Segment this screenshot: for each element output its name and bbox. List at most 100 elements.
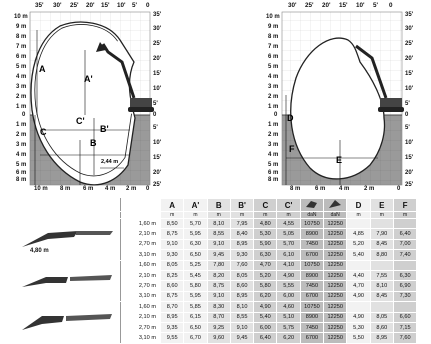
bucket-force-icon (299, 198, 325, 212)
arm-length: 3,10 m (120, 290, 161, 303)
right-reach-diagram: D F E (281, 11, 404, 186)
table-cell: 5,45 (183, 269, 208, 282)
table-cell: 6,30 (183, 238, 208, 251)
table-cell: 5,50 (346, 332, 371, 344)
performance-table: A A' B B' C C' D E F m m m m m m daN daN… (14, 198, 418, 344)
table-cell: 12250 (323, 259, 348, 271)
table-cell: 8900 (299, 228, 325, 240)
arm-length: 1,60 m (120, 301, 161, 313)
table-cell: 7450 (299, 238, 325, 251)
boom-configuration: 4,80 m (14, 218, 121, 261)
svg-text:4,80 m: 4,80 m (30, 248, 49, 253)
table-cell: 6,00 (253, 321, 278, 334)
arm-length: 2,70 m (120, 321, 161, 334)
table-cell: 7,60 (229, 259, 255, 271)
arm-length: 1,60 m (120, 217, 161, 230)
table-cell: 5,90 (253, 238, 278, 251)
table-row: 1,60 m 8,05 5,25 7,80 7,60 4,70 4,10 10750 12250 (14, 259, 418, 303)
table-cell: 9,55 (159, 332, 185, 344)
arm-length: 3,10 m (120, 332, 161, 344)
table-cell: 7,90 (369, 228, 394, 240)
table-cell: 4,80 (253, 217, 278, 230)
dim-F: F (289, 144, 295, 154)
arm-force-icon (323, 198, 348, 212)
offset-boom-icon (21, 314, 112, 331)
table-cell: 9,60 (206, 332, 231, 344)
table-cell: 8,70 (206, 311, 231, 323)
table-cell: 4,70 (346, 280, 371, 292)
table-cell: 12250 (323, 301, 348, 313)
table-cell: 8,95 (159, 311, 185, 323)
table-cell: 6,30 (253, 249, 278, 261)
table-cell: 9,10 (206, 290, 231, 303)
table-cell: 4,70 (253, 259, 278, 271)
table-cell: 6,40 (253, 332, 278, 344)
arm-length: 2,10 m (120, 228, 161, 240)
table-cell: 4,60 (276, 301, 301, 313)
table-cell: 8900 (299, 311, 325, 323)
table-header-row: A A' B B' C C' D E F (14, 198, 418, 212)
table-cell: 6,10 (276, 249, 301, 261)
table-cell: 5,05 (276, 228, 301, 240)
table-cell: 6,40 (392, 228, 418, 240)
table-cell: 8,95 (229, 238, 255, 251)
table-cell (369, 301, 394, 313)
table-cell (369, 217, 394, 230)
table-cell (346, 301, 371, 313)
table-cell: 8,20 (206, 269, 231, 282)
table-cell: 9,30 (159, 249, 185, 261)
table-cell: 8,10 (369, 280, 394, 292)
boom-configuration (14, 301, 121, 344)
table-cell: 7,30 (392, 290, 418, 303)
table-cell: 5,95 (183, 290, 208, 303)
table-cell: 6,60 (392, 311, 418, 323)
dim-E: E (336, 155, 342, 165)
table-cell: 12250 (323, 321, 348, 334)
table-cell: 5,80 (183, 280, 208, 292)
table-cell: 8,30 (206, 301, 231, 313)
table-cell: 8,60 (369, 321, 394, 334)
table-cell: 5,80 (253, 280, 278, 292)
table-cell: 12250 (323, 249, 348, 261)
table-cell: 5,95 (183, 228, 208, 240)
table-cell: 4,85 (346, 228, 371, 240)
left-digging-envelope (30, 21, 136, 186)
table-cell: 5,75 (276, 321, 301, 334)
table-cell: 8,05 (159, 259, 185, 271)
dim-A: A (39, 64, 46, 74)
table-cell: 9,45 (229, 332, 255, 344)
table-cell: 10750 (299, 259, 325, 271)
table-cell: 8,45 (369, 238, 394, 251)
table-cell: 4,90 (346, 290, 371, 303)
table-cell: 5,30 (253, 228, 278, 240)
table-cell: 5,25 (183, 259, 208, 271)
boom-configuration (14, 259, 121, 303)
table-cell: 8,40 (229, 228, 255, 240)
table-cell: 7,80 (206, 259, 231, 271)
table-cell: 7,60 (392, 332, 418, 344)
table-cell: 6,30 (392, 269, 418, 282)
table-cell: 6700 (299, 290, 325, 303)
table-cell: 8,75 (159, 290, 185, 303)
arm-length: 1,60 m (120, 259, 161, 271)
table-unit-row: m m m m m m daN daN m m m (14, 211, 418, 219)
right-digging-envelope (290, 37, 386, 180)
table-row: 3,10 m 9,30 6,50 9,45 9,30 6,30 6,10 6700 12250 5… (15, 249, 418, 261)
arm-length: 2,10 m (120, 269, 161, 282)
table-cell: 8,05 (369, 311, 394, 323)
table-cell: 6,15 (183, 311, 208, 323)
table-cell: 4,55 (276, 217, 301, 230)
table-cell: 6700 (299, 332, 325, 344)
table-cell (346, 217, 371, 230)
table-cell: 8,80 (369, 249, 394, 261)
table-cell: 6,20 (253, 290, 278, 303)
table-cell: 12250 (323, 311, 348, 323)
dim-D: D (287, 113, 294, 123)
table-cell: 8,50 (159, 217, 185, 230)
bucket-width-label: 2,44 m (101, 159, 118, 165)
table-cell: 5,40 (346, 249, 371, 261)
table-cell: 5,20 (253, 269, 278, 282)
table-cell: 12250 (323, 280, 348, 292)
table-cell: 5,30 (346, 321, 371, 334)
table-cell: 8,75 (159, 228, 185, 240)
